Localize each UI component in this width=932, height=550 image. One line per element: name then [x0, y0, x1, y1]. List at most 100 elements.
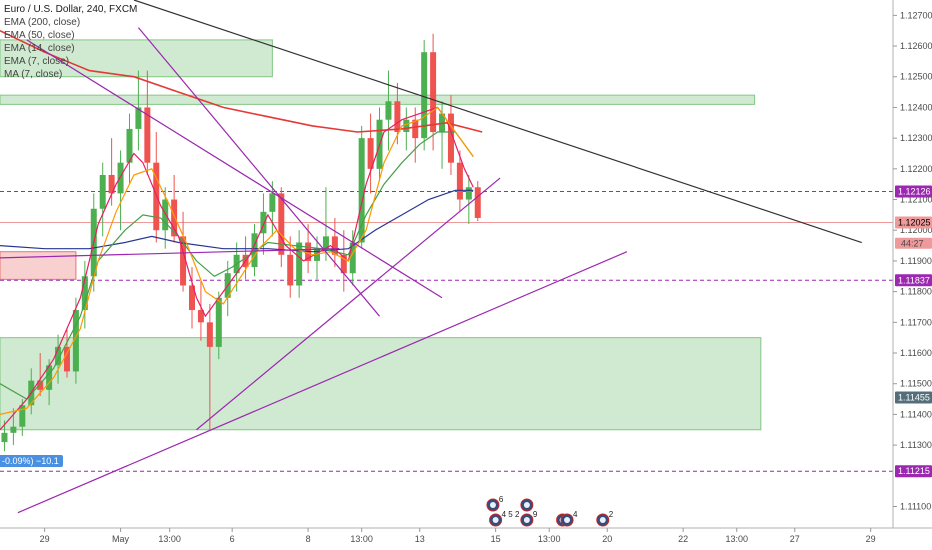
indicator-ema-7[interactable]: EMA (7, close) [4, 56, 70, 67]
zone-rect-1 [0, 94, 756, 105]
y-tick-label: 1.12100 [900, 195, 932, 205]
x-tick-label: 27 [790, 534, 800, 544]
x-tick-label: 6 [230, 534, 235, 544]
candle-body-31 [278, 193, 285, 255]
x-tick-label: 13 [415, 534, 425, 544]
candle-body-36 [322, 236, 329, 249]
price-tag-label: 1.11215 [898, 466, 930, 476]
countdown-label: 44:27 [901, 238, 924, 248]
x-tick-label: 22 [678, 534, 688, 544]
y-tick-label: 1.12000 [900, 225, 932, 235]
y-tick-label: 1.11300 [900, 440, 932, 450]
candle-body-23 [206, 322, 213, 347]
candle-body-39 [349, 242, 356, 274]
candle-body-13 [117, 162, 124, 194]
candle-body-15 [135, 107, 142, 129]
indicator-line-1 [0, 189, 474, 253]
candle-body-48 [430, 52, 437, 132]
price-tag-bg-4 [895, 465, 932, 478]
x-tick-label: 15 [491, 534, 501, 544]
candle-body-21 [188, 285, 195, 311]
event-flag-label: 4 [573, 510, 578, 519]
price-tag-label: 1.11455 [898, 393, 930, 403]
candle-body-51 [456, 162, 463, 200]
price-tag-bg-0 [895, 185, 932, 198]
x-tick-label: 29 [40, 534, 50, 544]
candle-body-14 [126, 128, 133, 163]
candle-body-12 [108, 174, 115, 194]
trend-line-1 [17, 251, 628, 514]
indicator-line-4 [0, 106, 474, 415]
candle-body-41 [367, 138, 374, 169]
candle-body-19 [171, 199, 178, 237]
x-tick-label: 13:00 [538, 534, 561, 544]
x-tick-label: 29 [866, 534, 876, 544]
candle-body-6 [55, 346, 62, 366]
candle-body-28 [251, 233, 258, 268]
trend-line-3 [0, 248, 340, 259]
event-flag-label: 4 5 2 [502, 510, 520, 519]
trend-line-0 [133, 0, 862, 244]
measure-label: -0.09%) −10.1 [0, 455, 63, 467]
candle-body-24 [215, 297, 222, 347]
x-tick-label: 13:00 [725, 534, 748, 544]
candle-body-0 [1, 432, 8, 443]
y-tick-label: 1.11700 [900, 317, 932, 327]
price-tag-bg-2 [895, 274, 932, 287]
y-tick-label: 1.12500 [900, 72, 932, 82]
y-tick-label: 1.12300 [900, 133, 932, 143]
event-flag-center-1 [523, 502, 530, 508]
candle-body-16 [144, 107, 151, 163]
price-tag-bg-1 [895, 216, 932, 229]
candle-body-32 [287, 254, 294, 286]
candle-body-46 [412, 119, 419, 139]
candle-body-35 [314, 248, 321, 261]
trend-line-2 [196, 177, 501, 431]
candle-body-2 [19, 405, 26, 427]
zone-rect-3 [0, 337, 762, 431]
candle-body-50 [447, 113, 454, 163]
indicator-line-3 [0, 106, 474, 431]
event-flag-label: 6 [499, 495, 504, 504]
candle-body-5 [46, 365, 53, 390]
price-tag-label: 1.12126 [898, 187, 931, 197]
candle-body-33 [296, 242, 303, 286]
chart-legend: Euro / U.S. Dollar, 240, FXCM EMA (200, … [4, 3, 137, 81]
candle-body-30 [269, 193, 276, 212]
symbol-title[interactable]: Euro / U.S. Dollar, 240, FXCM [4, 4, 138, 15]
candle-body-45 [403, 119, 410, 132]
candle-body-40 [358, 138, 365, 243]
candle-body-18 [162, 199, 169, 231]
candle-body-29 [260, 211, 267, 234]
y-tick-label: 1.12400 [900, 102, 932, 112]
time-axis-background [0, 528, 932, 550]
event-flag-center-5 [564, 517, 571, 523]
y-tick-label: 1.11800 [900, 287, 932, 297]
candle-body-52 [465, 187, 472, 200]
candle-body-7 [63, 346, 70, 372]
candle-body-1 [10, 426, 17, 433]
candle-body-43 [385, 101, 392, 120]
indicator-ema-200[interactable]: EMA (200, close) [4, 17, 81, 28]
y-tick-label: 1.11400 [900, 409, 932, 419]
y-tick-label: 1.11600 [900, 348, 932, 358]
y-tick-label: 1.11500 [900, 379, 932, 389]
event-flag-center-3 [523, 517, 530, 523]
countdown-bg [895, 237, 932, 249]
event-flag-label: 2 [609, 510, 614, 519]
indicator-ema-14[interactable]: EMA (14, close) [4, 43, 75, 54]
price-tag-label: 1.11837 [898, 275, 930, 285]
event-flag-center-0 [489, 502, 496, 508]
indicator-ema-50[interactable]: EMA (50, close) [4, 30, 75, 41]
x-tick-label: 13:00 [350, 534, 373, 544]
candle-body-47 [421, 52, 428, 139]
trend-line-5 [137, 27, 380, 317]
candle-body-20 [180, 236, 187, 286]
candle-body-53 [474, 187, 481, 218]
candle-body-11 [99, 174, 106, 209]
event-flag-center-2 [492, 517, 499, 523]
candle-body-4 [37, 380, 44, 390]
indicator-ma-7[interactable]: MA (7, close) [4, 69, 63, 80]
